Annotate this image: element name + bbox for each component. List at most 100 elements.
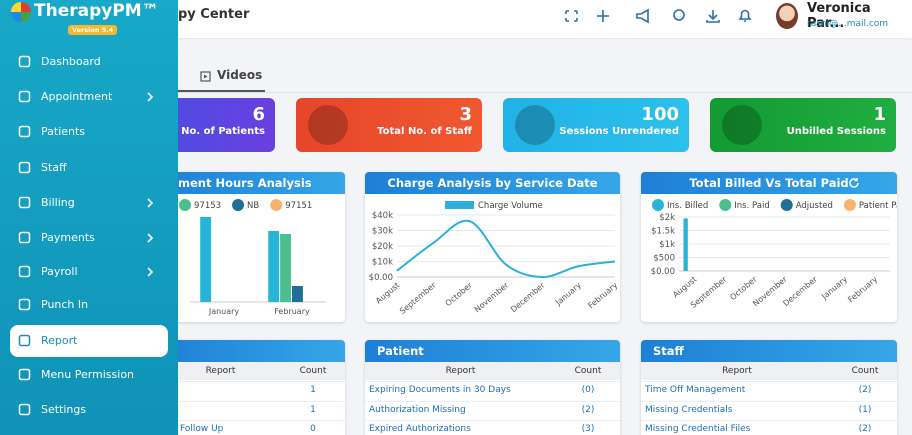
legend-swatch xyxy=(652,199,664,211)
table-panel: Report Count 1 1 Follow Up 0 xyxy=(160,340,345,435)
column-header: Report xyxy=(722,366,752,376)
stat-label: Unbilled Sessions xyxy=(786,126,886,137)
report-count[interactable]: 0 xyxy=(310,424,316,434)
menu-item[interactable]: Settings xyxy=(10,394,168,426)
stat-value: 3 xyxy=(459,104,472,125)
stat-card[interactable]: 3 Total No. of Staff xyxy=(296,98,482,152)
tab[interactable]: Videos xyxy=(217,68,263,82)
menu-icon xyxy=(18,125,31,138)
x-tick-label: December xyxy=(509,280,547,314)
menu-item[interactable]: Billing xyxy=(10,187,168,219)
x-tick-label: August xyxy=(374,281,401,306)
menu-icon xyxy=(18,231,31,244)
x-tick-label: February xyxy=(586,280,619,310)
row-divider xyxy=(160,381,345,382)
report-count[interactable]: (2) xyxy=(858,424,872,434)
chart-title-bar: ment Hours Analysis xyxy=(160,172,345,194)
user-avatar[interactable] xyxy=(776,3,798,29)
chevron xyxy=(147,233,154,243)
report-count[interactable]: (1) xyxy=(858,404,872,415)
menu-label: Report xyxy=(41,334,78,347)
user-email: rashi@...mail.com xyxy=(807,19,889,29)
row-divider xyxy=(160,400,345,402)
menu-item[interactable]: Payroll xyxy=(10,256,168,288)
row-divider xyxy=(365,381,620,382)
legend-swatch xyxy=(232,199,245,211)
y-tick-label: $10k xyxy=(372,258,393,268)
menu-item[interactable]: Punch In xyxy=(10,289,168,321)
stat-icon xyxy=(308,105,348,145)
sidebar: TherapyPM™ Version 5.4 Dashboard Appointm… xyxy=(0,0,178,435)
table-header: Report Count xyxy=(641,362,897,380)
menu-item[interactable]: Payments xyxy=(10,222,168,254)
report-count[interactable]: (2) xyxy=(581,404,595,415)
table-header: Report Count xyxy=(365,362,620,380)
header-icons[interactable] xyxy=(560,6,760,26)
logo-text: TherapyPM™ xyxy=(34,1,159,21)
report-count[interactable]: 1 xyxy=(310,404,316,415)
menu-item[interactable]: Staff xyxy=(10,152,168,184)
report-count[interactable]: (2) xyxy=(858,385,872,395)
y-tick-label: $1.5k xyxy=(651,227,675,237)
column-header: Report xyxy=(445,366,476,376)
menu-icon xyxy=(18,55,31,68)
icon-shape xyxy=(18,231,31,244)
menu-item[interactable]: Report xyxy=(10,325,168,357)
table-title: Patient xyxy=(377,344,424,358)
menu-icon xyxy=(18,161,31,174)
chevron xyxy=(147,267,154,277)
y-tick-label: $2k xyxy=(659,213,675,223)
y-tick-label: $500 xyxy=(653,254,675,264)
report-link[interactable]: Follow Up xyxy=(180,424,224,434)
chart-title: ment Hours Analysis xyxy=(178,176,312,190)
stat-label: tal No. of Patients xyxy=(162,126,265,137)
menu-item[interactable]: Appointment xyxy=(10,81,168,113)
menu-item[interactable]: Patients xyxy=(10,116,168,148)
icon-shape xyxy=(18,55,31,68)
stat-value: 1 xyxy=(873,104,886,125)
chevron-shape xyxy=(147,267,154,277)
x-tick-label: December xyxy=(781,274,819,308)
icon-shape xyxy=(18,161,31,174)
bar xyxy=(200,217,212,302)
legend-swatch xyxy=(270,199,283,211)
menu-label: Staff xyxy=(41,161,67,174)
version-badge: Version 5.4 xyxy=(68,25,118,35)
report-count[interactable]: (3) xyxy=(581,424,595,434)
menu-item[interactable]: Menu Permission xyxy=(10,359,168,391)
legend-label: Ins. Paid xyxy=(734,201,769,211)
refresh-icon[interactable] xyxy=(848,177,860,189)
icon-shape xyxy=(18,298,31,311)
menu-icon xyxy=(18,196,31,209)
x-tick-label: January xyxy=(819,274,849,301)
y-tick-label: $40k xyxy=(372,211,393,221)
report-link[interactable]: Expiring Documents in 30 Days xyxy=(369,385,511,395)
legend-label: Charge Volume xyxy=(478,201,543,211)
stat-card[interactable]: 1 Unbilled Sessions xyxy=(710,98,896,152)
menu-label: Punch In xyxy=(41,298,89,311)
report-link[interactable]: Time Off Management xyxy=(645,385,746,395)
report-link[interactable]: Authorization Missing xyxy=(369,404,466,415)
tab-underline xyxy=(178,90,265,92)
menu-label: Dashboard xyxy=(41,55,101,68)
report-link[interactable]: Missing Credential Files xyxy=(645,424,751,434)
menu-label: Payroll xyxy=(41,265,78,278)
y-tick-label: $30k xyxy=(372,227,393,237)
chevron-shape xyxy=(147,92,154,102)
stat-card[interactable]: 100 Sessions Unrendered xyxy=(503,98,689,152)
report-count[interactable]: 1 xyxy=(310,385,316,395)
menu-item[interactable]: Dashboard xyxy=(10,46,168,78)
icon-shape xyxy=(18,196,31,209)
chart-title: Total Billed Vs Total Paid xyxy=(689,176,849,190)
legend-swatch xyxy=(719,199,732,211)
column-header: Report xyxy=(205,366,236,376)
legend-label: Patient Paid xyxy=(859,201,897,211)
table-header: Report Count xyxy=(160,362,345,380)
chevron-shape xyxy=(147,198,154,208)
report-link[interactable]: Expired Authorizations xyxy=(369,424,471,434)
report-link[interactable]: Missing Credentials xyxy=(645,404,733,415)
report-count[interactable]: (0) xyxy=(581,385,595,395)
refresh-shape xyxy=(849,178,859,188)
menu-icon xyxy=(18,368,31,381)
